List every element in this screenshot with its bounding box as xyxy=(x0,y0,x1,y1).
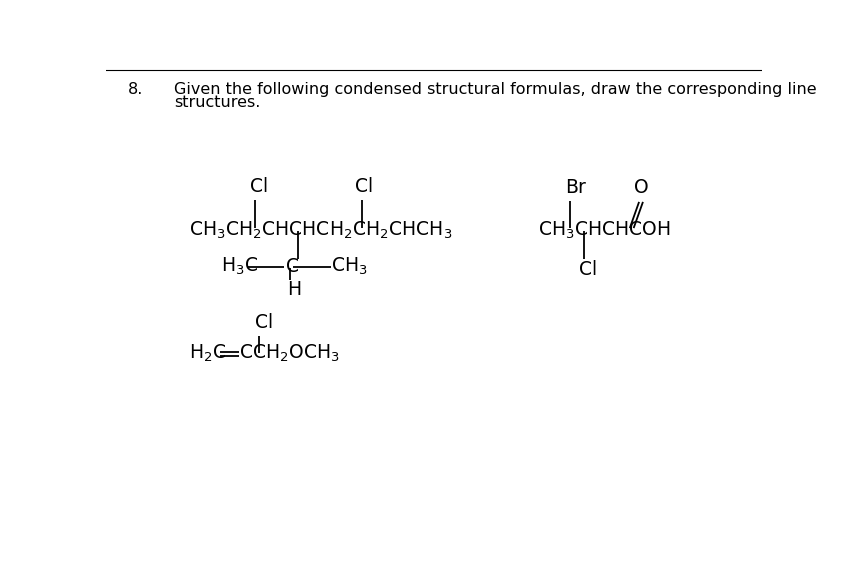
Text: Cl: Cl xyxy=(356,177,374,196)
Text: 8.: 8. xyxy=(128,82,143,97)
Text: Given the following condensed structural formulas, draw the corresponding line: Given the following condensed structural… xyxy=(174,82,817,97)
Text: $\rm H_2C$: $\rm H_2C$ xyxy=(189,343,226,365)
Text: H: H xyxy=(287,280,302,299)
Text: $\rm CH_3CHCHCOH$: $\rm CH_3CHCHCOH$ xyxy=(539,220,671,241)
Text: $\rm C$: $\rm C$ xyxy=(285,257,299,276)
Text: $\rm CH_3CH_2CHCHCH_2CH_2CHCH_3$: $\rm CH_3CH_2CHCHCH_2CH_2CHCH_3$ xyxy=(189,220,452,241)
Text: $\rm CCH_2OCH_3$: $\rm CCH_2OCH_3$ xyxy=(239,343,340,365)
Text: structures.: structures. xyxy=(174,95,260,110)
Text: $\rm CH_3$: $\rm CH_3$ xyxy=(331,256,368,277)
Text: Cl: Cl xyxy=(579,260,597,280)
Text: Cl: Cl xyxy=(250,177,268,196)
Text: Br: Br xyxy=(566,178,586,198)
Text: O: O xyxy=(634,178,649,198)
Text: $\rm H_3C$: $\rm H_3C$ xyxy=(220,256,257,277)
Text: Cl: Cl xyxy=(255,313,273,332)
